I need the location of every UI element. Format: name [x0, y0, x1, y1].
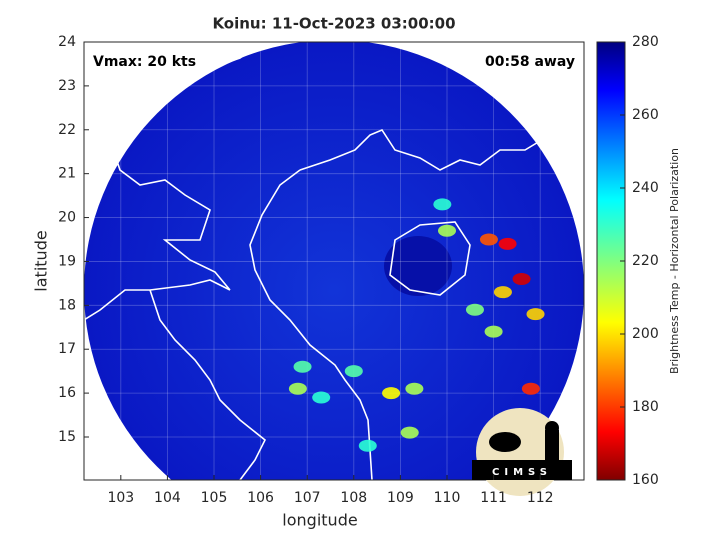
plot-area — [84, 42, 584, 480]
point — [433, 198, 452, 211]
point — [312, 391, 331, 404]
x-tick-label: 106 — [247, 490, 274, 506]
x-tick-label: 112 — [527, 490, 554, 506]
x-tick-label: 103 — [107, 490, 134, 506]
x-axis-label: longitude — [282, 511, 357, 530]
y-tick-label: 16 — [58, 385, 76, 401]
point — [293, 360, 312, 373]
annotation: 00:58 away — [485, 54, 575, 70]
point — [479, 233, 498, 246]
y-tick-label: 22 — [58, 122, 76, 138]
point — [521, 382, 540, 395]
y-tick-label: 24 — [58, 34, 76, 50]
point — [498, 237, 517, 250]
x-tick-label: 104 — [154, 490, 181, 506]
y-axis-label: latitude — [32, 230, 51, 291]
colorbar-tick-label: 240 — [632, 180, 659, 196]
point — [400, 426, 419, 439]
y-tick-label: 15 — [58, 429, 76, 445]
colorbar-tick-label: 260 — [632, 107, 659, 123]
point — [512, 272, 531, 285]
x-tick-label: 105 — [201, 490, 228, 506]
y-tick-label: 19 — [58, 253, 76, 269]
point — [358, 439, 377, 452]
logo: CIMSS — [472, 408, 572, 496]
y-tick-label: 20 — [58, 210, 76, 226]
colorbar-tick-label: 280 — [632, 34, 659, 50]
point — [438, 224, 457, 237]
swath — [84, 42, 584, 480]
point — [484, 325, 503, 338]
colorbar-tick-label: 220 — [632, 253, 659, 269]
colorbar-label: Brightness Temp - Horizontal Polarizatio… — [668, 148, 681, 374]
point — [493, 286, 512, 299]
annotation: Vmax: 20 kts — [93, 54, 196, 70]
colorbar-tick-label: 200 — [632, 326, 659, 342]
x-tick-label: 108 — [340, 490, 367, 506]
point — [465, 303, 484, 316]
y-tick-label: 17 — [58, 341, 76, 357]
x-tick-label: 111 — [480, 490, 507, 506]
y-tick-label: 21 — [58, 166, 76, 182]
eye-region — [384, 236, 452, 296]
x-tick-label: 110 — [434, 490, 461, 506]
point — [344, 365, 363, 378]
point — [382, 387, 401, 400]
coastline — [84, 42, 584, 480]
point — [526, 308, 545, 321]
x-tick-label: 107 — [294, 490, 321, 506]
y-tick-label: 18 — [58, 297, 76, 313]
y-tick-label: 23 — [58, 78, 76, 94]
point — [288, 382, 307, 395]
x-tick-label: 109 — [387, 490, 414, 506]
chart-title: Koinu: 11-Oct-2023 03:00:00 — [212, 15, 455, 33]
colorbar-tick-label: 160 — [632, 472, 659, 488]
colorbar-tick-label: 180 — [632, 399, 659, 415]
point — [405, 382, 424, 395]
logo-text: CIMSS — [492, 467, 552, 478]
